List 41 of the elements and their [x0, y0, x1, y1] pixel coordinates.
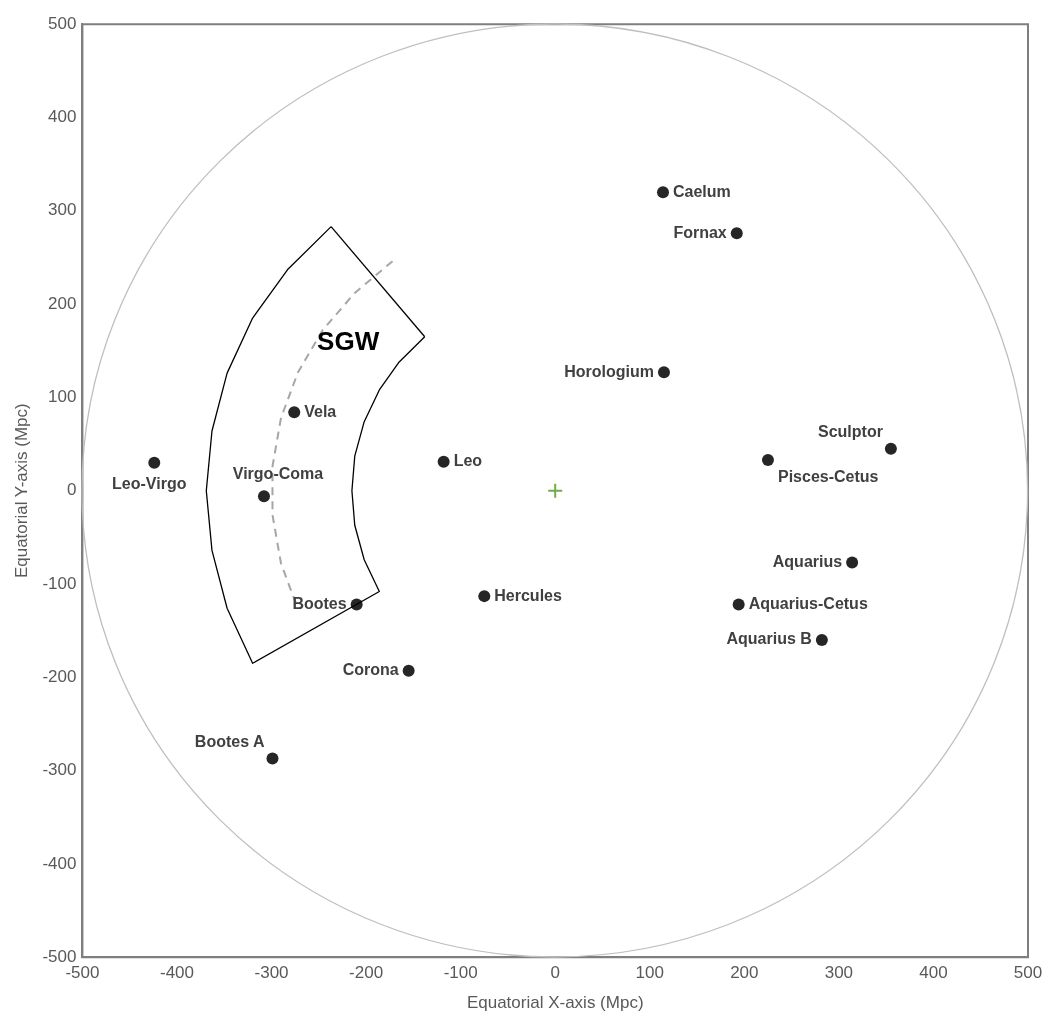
y-tick-label: -500 [42, 946, 77, 966]
y-tick-label: 0 [66, 480, 77, 500]
series-label: Bootes A [194, 732, 265, 750]
series-label: Aquarius B [726, 630, 812, 648]
x-tick-label: -500 [65, 963, 100, 983]
x-tick-label: 0 [550, 963, 560, 983]
y-axis-title: Equatorial Y-axis (Mpc) [11, 403, 31, 579]
series-label: Pisces-Cetus [777, 468, 879, 486]
annotation: SGW [317, 325, 380, 356]
x-tick-label: -100 [443, 963, 478, 983]
series-label: Corona [342, 661, 399, 679]
series-label: Virgo-Coma [232, 464, 324, 482]
series-label: Leo [453, 452, 483, 470]
x-tick-label: -200 [349, 963, 384, 983]
series-label: Vela [304, 402, 337, 420]
y-tick-label: -400 [42, 853, 77, 873]
x-tick-label: -300 [254, 963, 289, 983]
y-tick-label: 500 [48, 13, 77, 33]
y-tick-label: 200 [48, 293, 77, 313]
series-label: Fornax [673, 223, 727, 241]
series-label: Aquarius [772, 552, 843, 570]
y-tick-label: 300 [48, 200, 77, 220]
series-label: Aquarius-Cetus [748, 594, 868, 612]
series-label: Sculptor [818, 423, 883, 441]
series-label: Hercules [494, 586, 562, 604]
x-tick-label: 300 [824, 963, 854, 983]
x-axis-title: Equatorial X-axis (Mpc) [466, 993, 644, 1013]
y-tick-label: -100 [42, 573, 77, 593]
x-tick-label: 400 [919, 963, 948, 983]
series-label: Horologium [564, 362, 654, 380]
x-tick-label: 200 [730, 963, 759, 983]
y-tick-label: -200 [42, 666, 77, 686]
x-tick-label: 500 [1013, 963, 1043, 983]
series-label: Leo-Virgo [112, 475, 187, 493]
series-label: Bootes [292, 594, 347, 612]
series-label: Caelum [673, 182, 731, 200]
y-tick-label: 100 [48, 387, 77, 407]
y-tick-label: -300 [42, 760, 77, 780]
x-tick-label: 100 [635, 963, 664, 983]
y-tick-label: 400 [48, 107, 77, 127]
x-tick-label: -400 [159, 963, 194, 983]
